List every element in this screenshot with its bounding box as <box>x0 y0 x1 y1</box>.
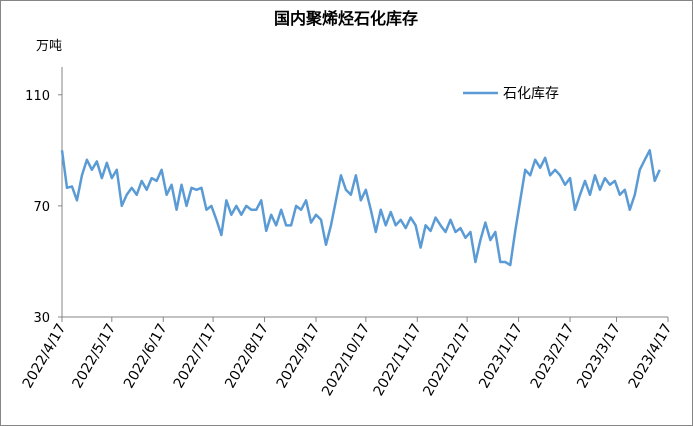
data-line <box>60 149 661 267</box>
y-unit: 万吨 <box>36 39 62 54</box>
chart-title: 国内聚烯烃石化库存 <box>274 9 418 28</box>
y-tick-label: 30 <box>33 311 50 326</box>
legend-label: 石化库存 <box>503 86 559 102</box>
y-tick-label: 70 <box>33 200 50 215</box>
y-tick-label: 110 <box>25 89 50 104</box>
